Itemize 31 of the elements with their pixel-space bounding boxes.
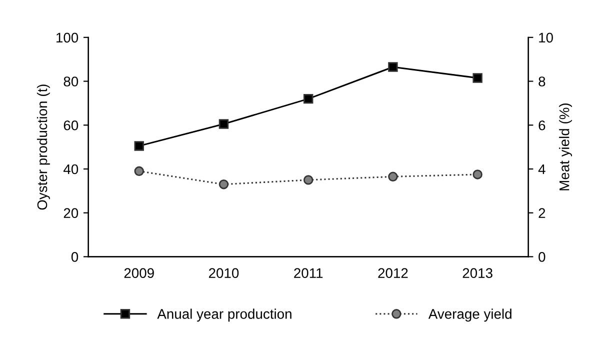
y2-tick-label: 4 bbox=[538, 164, 546, 174]
x-tick-label: 2009 bbox=[124, 268, 154, 278]
y-tick-label: 20 bbox=[64, 208, 78, 218]
y2-tick-label: 10 bbox=[539, 32, 553, 43]
y-tick-label: 60 bbox=[64, 120, 78, 130]
legend-label: Anual year production bbox=[157, 308, 292, 322]
y2-axis-title: Meat yield (%) bbox=[559, 104, 572, 190]
y2-tick-label: 8 bbox=[538, 76, 546, 86]
point bbox=[134, 141, 144, 151]
legend-label: Average yield bbox=[428, 308, 512, 322]
y2-tick-label: 6 bbox=[538, 120, 546, 130]
point bbox=[218, 179, 229, 190]
point bbox=[388, 62, 398, 72]
point bbox=[303, 94, 314, 104]
y2-tick-label: 2 bbox=[538, 208, 546, 218]
y2-tick-label: 0 bbox=[538, 252, 546, 262]
point bbox=[472, 170, 482, 180]
y-tick-label: 100 bbox=[56, 32, 78, 43]
point bbox=[303, 175, 314, 185]
point bbox=[472, 73, 482, 83]
x-tick-label: 2011 bbox=[294, 268, 323, 278]
y-tick-label: 40 bbox=[64, 164, 78, 174]
y-axis-title: Oyster production (t) bbox=[36, 84, 50, 210]
y-tick-label: 80 bbox=[64, 76, 78, 86]
point bbox=[388, 172, 398, 182]
x-tick-label: 2010 bbox=[208, 268, 239, 278]
y-tick-label: 0 bbox=[71, 252, 78, 262]
point bbox=[134, 166, 144, 176]
point bbox=[218, 119, 229, 129]
x-tick-label: 2012 bbox=[378, 268, 408, 278]
x-tick-label: 2013 bbox=[462, 268, 492, 278]
